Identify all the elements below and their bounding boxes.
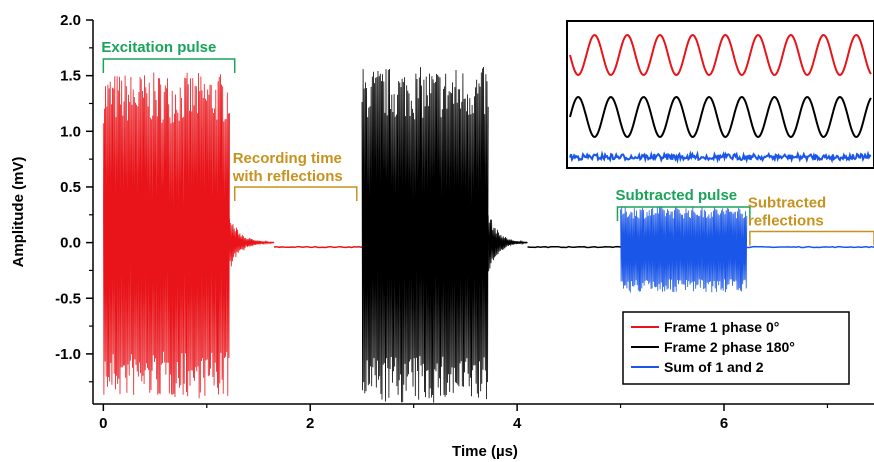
inset-trace-2 — [569, 95, 872, 139]
y-axis-title: Amplitude (mV) — [10, 157, 27, 268]
series-1-line-segment-1 — [102, 72, 230, 399]
x-tick-label: 6 — [720, 415, 728, 432]
x-tick-label: 4 — [513, 415, 522, 432]
legend-box — [622, 311, 850, 385]
y-tick-label: 1.5 — [60, 68, 81, 85]
series-layer — [102, 66, 874, 403]
x-tick-label: 0 — [99, 415, 107, 432]
y-tick-label: 1.0 — [60, 123, 81, 140]
legend-label-3: Sum of 1 and 2 — [664, 359, 764, 375]
series-1-line-segment-2 — [229, 218, 275, 267]
annotation-label-4: Subtracted — [748, 194, 826, 211]
series-3-line-segment-1 — [620, 206, 748, 293]
annotation-bracket-4 — [749, 230, 874, 246]
inset-trace-1 — [569, 33, 872, 77]
y-tick-label: -1.0 — [55, 346, 81, 363]
series-2-line-segment-3 — [527, 245, 621, 249]
series-2-line-segment-1 — [361, 66, 489, 403]
annotation-bracket-2 — [233, 186, 358, 201]
legend-label-2: Frame 2 phase 180° — [664, 339, 795, 355]
annotation-label-2: Recording time — [233, 150, 342, 167]
y-tick-label: 0.0 — [60, 235, 81, 252]
series-3-line-segment-2 — [746, 245, 874, 249]
annotation-bracket-1 — [102, 58, 236, 73]
x-tick-label: 2 — [306, 415, 314, 432]
ticks-layer: 2.0 1.5 1.0 0.5 0.0 -0.5 -1.0 0 2 4 6 — [55, 12, 829, 432]
y-tick-label: 2.0 — [60, 12, 81, 29]
axes-layer — [92, 20, 874, 405]
legend-label-1: Frame 1 phase 0° — [664, 319, 779, 335]
inset — [566, 20, 874, 169]
series-1-line-segment-3 — [273, 245, 363, 249]
annotation-label-1: Excitation pulse — [101, 39, 216, 56]
series-2-line-segment-2 — [487, 215, 528, 272]
annotation-bracket-3 — [616, 206, 751, 221]
y-tick-label: 0.5 — [60, 179, 81, 196]
annotation-label-2-line2: with reflections — [232, 168, 343, 185]
x-axis-title: Time (µs) — [452, 443, 518, 460]
y-tick-label: -0.5 — [55, 290, 81, 307]
inset-trace-3 — [569, 150, 872, 164]
annotation-label-4-line2: reflections — [748, 212, 824, 229]
annotation-label-3: Subtracted pulse — [615, 187, 737, 204]
legend: Frame 1 phase 0° Frame 2 phase 180° Sum of… — [622, 311, 850, 385]
